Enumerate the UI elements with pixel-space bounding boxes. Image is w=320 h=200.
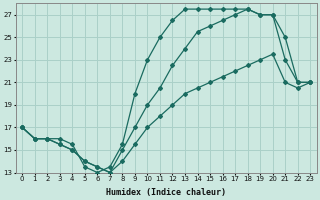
- X-axis label: Humidex (Indice chaleur): Humidex (Indice chaleur): [106, 188, 226, 197]
